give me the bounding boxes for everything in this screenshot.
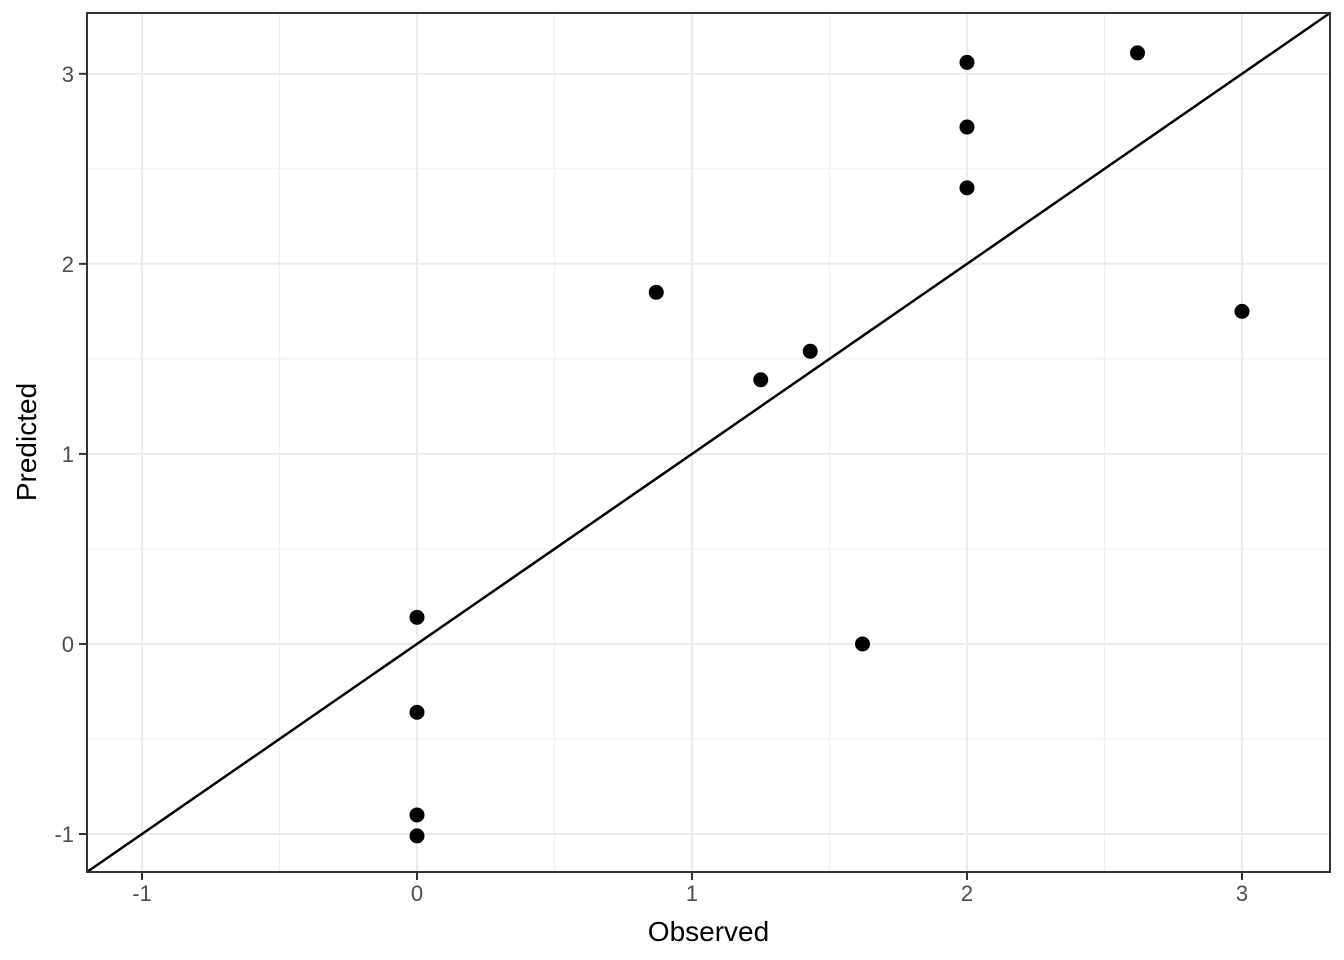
x-axis-ticks bbox=[141, 872, 1243, 880]
data-point bbox=[855, 636, 870, 652]
y-axis-ticks bbox=[79, 72, 87, 835]
panel-border-rect bbox=[86, 12, 1331, 873]
y-tick-label: 1 bbox=[62, 442, 74, 467]
data-point bbox=[1130, 45, 1145, 61]
x-axis-tick-labels: -1 0 1 2 3 bbox=[132, 881, 1248, 906]
identity-line-segment bbox=[86, 11, 1331, 874]
data-point bbox=[409, 828, 425, 844]
data-point bbox=[802, 343, 818, 359]
identity-line bbox=[86, 11, 1331, 874]
x-tick-label: 0 bbox=[411, 881, 423, 906]
y-tick-label: -1 bbox=[54, 822, 74, 847]
y-tick-label: 2 bbox=[62, 252, 74, 277]
gridlines-major bbox=[87, 13, 1330, 872]
y-tick-label: 3 bbox=[62, 62, 74, 87]
gridlines-minor bbox=[87, 13, 1330, 872]
data-point bbox=[959, 119, 975, 135]
x-tick-label: 3 bbox=[1236, 881, 1248, 906]
panel-border bbox=[86, 12, 1331, 873]
data-point bbox=[409, 704, 425, 720]
data-point bbox=[409, 609, 425, 625]
data-points bbox=[409, 45, 1250, 844]
data-point bbox=[753, 372, 769, 388]
x-tick-label: 1 bbox=[686, 881, 698, 906]
x-axis-title: Observed bbox=[647, 916, 770, 947]
data-point bbox=[1234, 303, 1250, 319]
data-point bbox=[959, 54, 975, 70]
y-tick-label: 0 bbox=[62, 632, 74, 657]
x-tick-label: -1 bbox=[132, 881, 152, 906]
data-point bbox=[409, 807, 425, 823]
y-axis-tick-labels: -1 0 1 2 3 bbox=[54, 62, 74, 847]
y-axis-title: Predicted bbox=[11, 382, 42, 502]
data-point bbox=[959, 180, 975, 196]
x-tick-label: 2 bbox=[961, 881, 973, 906]
data-point bbox=[648, 284, 664, 300]
